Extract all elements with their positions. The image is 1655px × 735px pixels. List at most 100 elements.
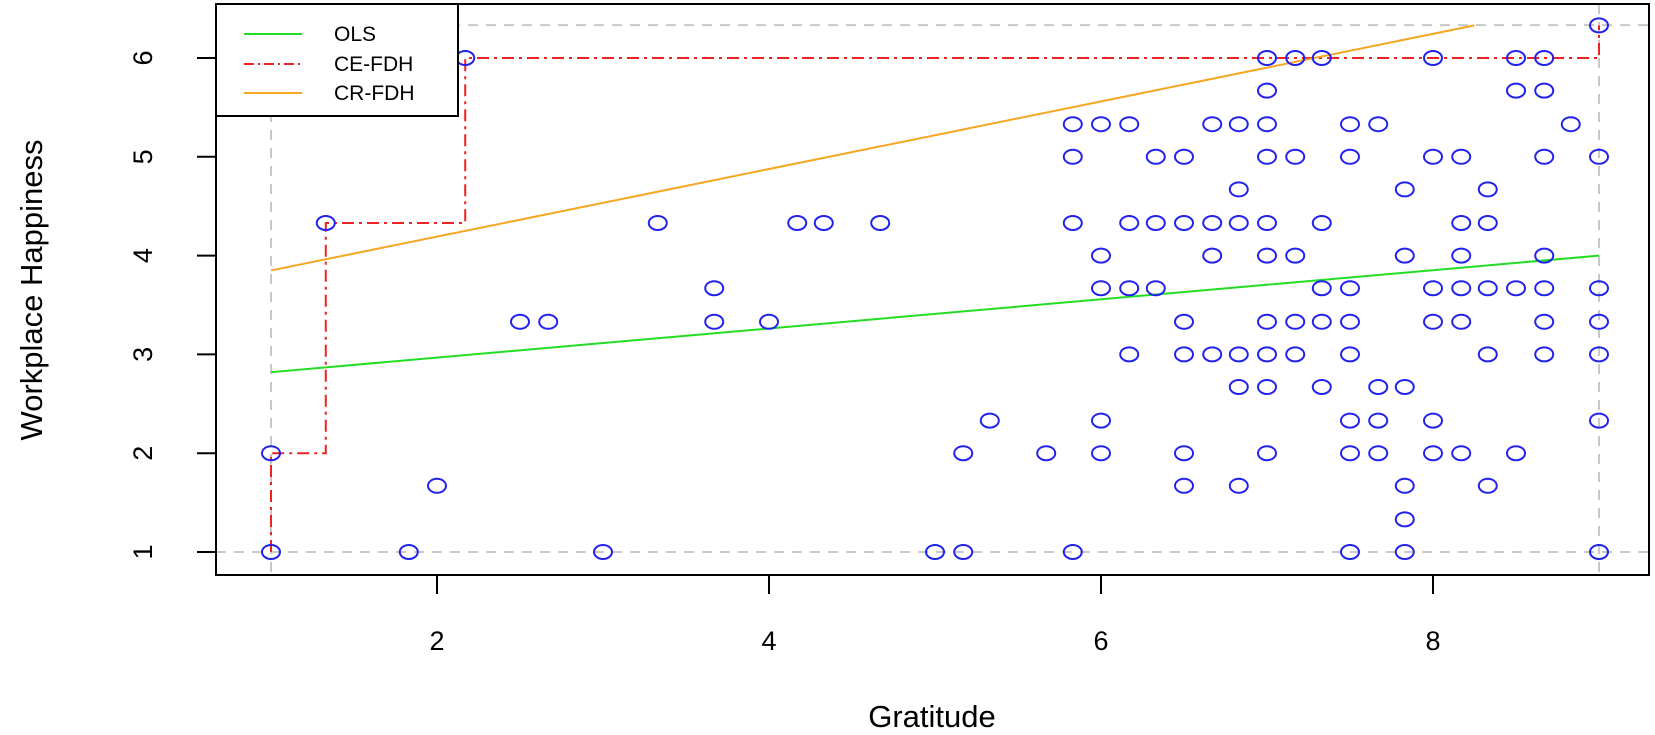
y-tick-label: 6: [128, 50, 158, 65]
data-point: [1257, 247, 1277, 264]
legend-box: [215, 3, 459, 117]
data-point: [1589, 280, 1609, 297]
data-point: [1257, 313, 1277, 330]
data-point: [1368, 379, 1389, 396]
data-point: [1174, 346, 1194, 363]
data-point: [1062, 544, 1083, 560]
y-axis-title: Workplace Happiness: [14, 140, 49, 441]
data-point: [1062, 116, 1083, 133]
data-point: [1394, 544, 1415, 560]
data-point: [398, 544, 419, 560]
data-point: [1394, 181, 1415, 198]
data-point: [1423, 445, 1443, 462]
data-point: [1394, 477, 1415, 494]
data-point: [1423, 313, 1443, 330]
data-point: [787, 214, 808, 231]
data-point: [1589, 313, 1609, 330]
data-point: [1534, 50, 1555, 66]
data-point: [427, 477, 447, 494]
legend: OLS CE-FDH CR-FDH: [215, 3, 459, 117]
data-point: [1506, 445, 1526, 462]
data-point: [1091, 445, 1111, 462]
y-tick-label: 4: [128, 248, 158, 263]
data-points: [261, 17, 1609, 560]
line-cr-fdh: [270, 24, 1475, 272]
data-point: [1477, 477, 1498, 494]
data-point: [1589, 148, 1609, 165]
data-point: [1257, 214, 1277, 231]
data-point: [1202, 247, 1223, 264]
data-point: [1589, 544, 1609, 560]
data-point: [1451, 148, 1472, 165]
data-point: [1257, 346, 1277, 363]
data-point: [1534, 148, 1555, 165]
data-point: [1423, 412, 1443, 429]
data-point: [1091, 412, 1111, 429]
data-point: [510, 313, 530, 330]
data-point: [1174, 445, 1194, 462]
data-point: [1477, 280, 1498, 297]
data-point: [1423, 148, 1443, 165]
data-point: [1340, 544, 1360, 560]
data-point: [1506, 82, 1526, 99]
data-point: [1451, 247, 1472, 264]
data-point: [1589, 412, 1609, 429]
data-point: [1285, 148, 1306, 165]
data-point: [1119, 214, 1140, 231]
data-point: [1228, 214, 1249, 231]
data-point: [1340, 280, 1360, 297]
data-point: [1340, 445, 1360, 462]
data-point: [1451, 214, 1472, 231]
data-point: [1285, 50, 1306, 66]
data-point: [1062, 214, 1083, 231]
data-point: [1394, 247, 1415, 264]
data-point: [1311, 379, 1332, 396]
data-point: [1257, 82, 1277, 99]
line-ce-fdh: [270, 25, 1600, 552]
data-point: [870, 214, 891, 231]
y-tick-label: 3: [128, 347, 158, 362]
x-tick-label: 6: [1093, 626, 1108, 656]
data-point: [1257, 116, 1277, 133]
legend-label-ols: OLS: [334, 23, 376, 46]
data-point: [1062, 148, 1083, 165]
data-point: [1228, 181, 1249, 198]
data-point: [1311, 280, 1332, 297]
x-tick-label: 2: [429, 626, 444, 656]
x-axis-title: Gratitude: [868, 699, 996, 734]
fit-lines: [270, 24, 1600, 552]
data-point: [1202, 116, 1223, 133]
data-point: [1228, 379, 1249, 396]
data-point: [704, 280, 725, 297]
data-point: [1423, 50, 1443, 66]
data-point: [813, 214, 834, 231]
data-point: [1534, 313, 1555, 330]
data-point: [1202, 214, 1223, 231]
data-point: [953, 544, 974, 560]
data-point: [1036, 445, 1057, 462]
data-point: [1589, 17, 1609, 34]
y-tick-label: 5: [128, 149, 158, 164]
data-point: [1228, 477, 1249, 494]
data-point: [1534, 346, 1555, 363]
data-point: [315, 214, 336, 231]
data-point: [261, 544, 281, 560]
data-point: [1477, 214, 1498, 231]
data-point: [704, 313, 725, 330]
data-point: [759, 313, 779, 330]
x-tick-label: 4: [761, 626, 776, 656]
x-tick-label: 8: [1425, 626, 1440, 656]
data-point: [1257, 379, 1277, 396]
data-point: [1589, 346, 1609, 363]
data-point: [1174, 148, 1194, 165]
data-point: [1394, 379, 1415, 396]
data-point: [1119, 280, 1140, 297]
x-axis: 2 4 6 8: [429, 575, 1441, 656]
data-point: [1506, 50, 1526, 66]
data-point: [1451, 280, 1472, 297]
data-point: [1091, 116, 1111, 133]
data-point: [1560, 116, 1581, 133]
data-point: [1257, 445, 1277, 462]
data-point: [1477, 346, 1498, 363]
